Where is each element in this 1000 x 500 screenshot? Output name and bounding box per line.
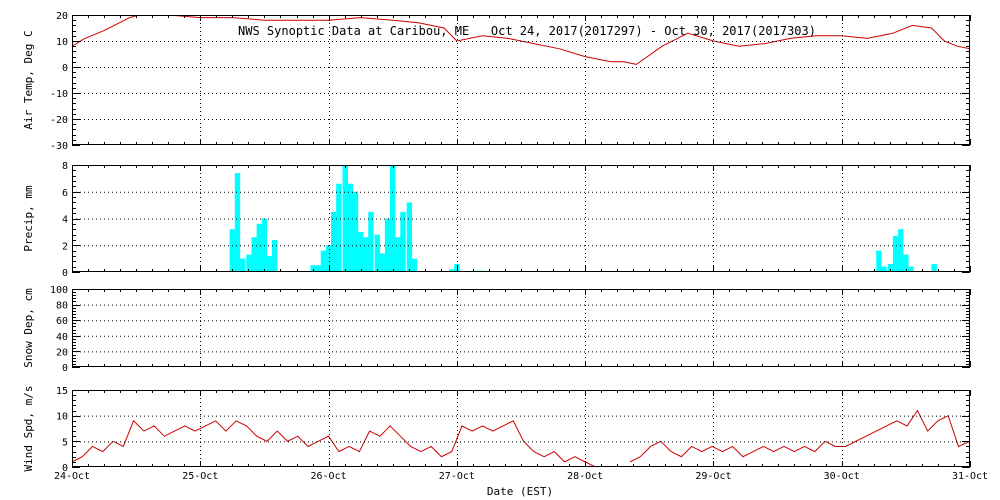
- y-tick-label: 0: [62, 463, 68, 474]
- precip-bar: [374, 234, 381, 272]
- y-tick-label: 10: [56, 37, 68, 48]
- y-tick-label: 0: [62, 63, 68, 74]
- y-axis-title: Wind Spd, m/s: [22, 385, 35, 471]
- precip-bar: [229, 229, 236, 272]
- precip-bar: [384, 218, 391, 272]
- panel-2: 0 2 4 6 8 Precip, mm: [22, 161, 971, 279]
- precip-bar: [272, 239, 278, 272]
- x-tick-label: 26-Oct: [311, 471, 347, 482]
- precip-bar: [266, 255, 273, 272]
- y-tick-label: 0: [62, 363, 68, 374]
- precip-bar: [931, 263, 937, 272]
- precip-bar: [892, 235, 899, 272]
- y-tick-label: 20: [56, 347, 68, 358]
- x-axis-title: Date (EST): [487, 485, 553, 498]
- wind-speed-line: [72, 409, 970, 467]
- x-tick-label: 30-Oct: [824, 471, 860, 482]
- precip-bar: [315, 265, 321, 272]
- panel-frame: [72, 390, 970, 467]
- x-tick-label: 31-Oct: [952, 471, 988, 482]
- precip-bar: [310, 265, 316, 272]
- y-tick-label: -30: [50, 141, 68, 152]
- precip-bar: [908, 266, 914, 272]
- precip-bar: [347, 183, 354, 272]
- panel-frame: [72, 165, 970, 272]
- y-tick-label: 6: [62, 188, 68, 199]
- panel-frame: [72, 289, 970, 367]
- y-tick-label: 0: [62, 268, 68, 279]
- x-tick-label: 24-Oct: [54, 471, 90, 482]
- panel-4: 0 5 10 15 Wind Spd, m/s: [22, 385, 971, 474]
- precip-bar: [256, 223, 262, 272]
- y-tick-label: 40: [56, 332, 68, 343]
- y-tick-label: 15: [56, 386, 68, 397]
- x-tick-label: 25-Oct: [182, 471, 218, 482]
- precip-bar: [379, 253, 386, 272]
- precip-bar: [336, 183, 342, 272]
- y-tick-label: 80: [56, 301, 68, 312]
- precip-bar: [246, 254, 252, 272]
- precip-bar: [876, 250, 882, 272]
- precip-bar: [251, 237, 257, 272]
- y-tick-label: -10: [50, 89, 68, 100]
- precip-bar: [363, 237, 369, 272]
- y-tick-label: 60: [56, 316, 68, 327]
- precip-bar: [887, 263, 894, 272]
- precip-bar: [368, 211, 374, 272]
- y-tick-label: 8: [62, 161, 68, 172]
- panel-3: 0 20 40 60 80 100 Snow Dep, cm: [22, 285, 971, 374]
- precip-bar: [898, 229, 904, 272]
- precip-bar: [400, 211, 406, 272]
- y-tick-label: -20: [50, 115, 68, 126]
- precip-bar: [449, 269, 455, 272]
- precip-bar: [320, 250, 327, 272]
- precip-bar: [395, 237, 401, 272]
- y-tick-label: 5: [62, 437, 68, 448]
- precip-bar: [342, 165, 348, 272]
- precip-bar: [881, 266, 887, 272]
- y-tick-label: 4: [62, 215, 68, 226]
- precip-bar: [357, 231, 364, 272]
- chart-title: NWS Synoptic Data at Caribou, ME Oct 24,…: [238, 24, 816, 38]
- precip-bar: [325, 245, 332, 272]
- y-axis-title: Air Temp, Deg C: [22, 30, 35, 129]
- precip-bar: [903, 254, 909, 272]
- y-tick-label: 10: [56, 412, 68, 423]
- precip-bar: [234, 173, 241, 272]
- y-axis-title: Snow Dep, cm: [22, 288, 35, 368]
- x-tick-label: 29-Oct: [695, 471, 731, 482]
- x-tick-label: 27-Oct: [439, 471, 475, 482]
- panel-1: -30 -20 -10 0 10 20 Air Temp, Deg C: [22, 11, 971, 152]
- air-temp-line: [72, 15, 970, 65]
- precip-bar: [331, 211, 337, 272]
- precip-bar: [352, 191, 359, 272]
- x-tick-label: 28-Oct: [567, 471, 603, 482]
- y-axis-title: Precip, mm: [22, 185, 35, 252]
- y-tick-label: 100: [50, 285, 68, 296]
- precip-bar: [454, 263, 460, 272]
- panel-frame: [72, 15, 970, 145]
- y-tick-label: 2: [62, 241, 68, 252]
- precip-bar: [411, 258, 418, 272]
- precip-bar: [406, 202, 413, 272]
- y-tick-label: 20: [56, 11, 68, 22]
- precip-bar: [239, 258, 246, 272]
